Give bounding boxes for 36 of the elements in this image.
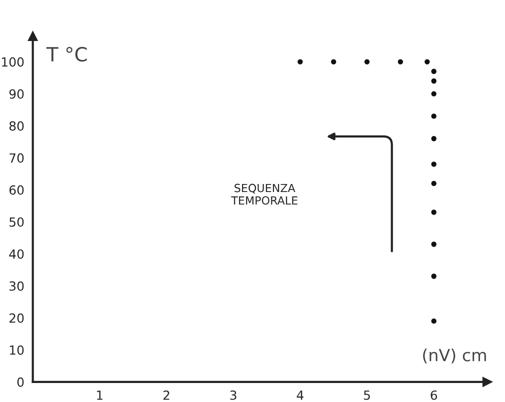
x-tick-label: 5 <box>364 390 370 400</box>
point <box>431 210 436 215</box>
point <box>398 59 404 64</box>
point <box>424 59 430 64</box>
point <box>431 136 436 142</box>
point <box>431 68 436 74</box>
y-tick-label: 80 <box>9 121 24 131</box>
y-tick-label: 20 <box>10 313 24 323</box>
x-tick-label: 2 <box>163 390 170 400</box>
point <box>431 78 436 84</box>
point <box>431 274 436 279</box>
x-tick-label: 4 <box>296 390 304 400</box>
y-tick-label: 60 <box>9 185 24 195</box>
point <box>431 114 436 119</box>
point <box>298 59 303 64</box>
x-tick-label: 3 <box>230 390 236 400</box>
point <box>331 59 336 64</box>
x-tick-label: 6 <box>430 390 438 400</box>
point <box>431 318 436 324</box>
y-tick-label: 40 <box>9 249 24 259</box>
y-axis-title: T °C <box>46 46 87 62</box>
point <box>431 162 436 167</box>
x-axis-title: (nV) cm <box>423 348 486 364</box>
y-tick-label: 90 <box>9 89 24 99</box>
x-tick-label: 1 <box>97 390 102 400</box>
y-tick-label: 50 <box>10 217 24 227</box>
point <box>431 91 436 96</box>
point <box>431 242 436 247</box>
y-tick-label: 30 <box>10 281 24 291</box>
y-tick-label: 0 <box>17 377 24 387</box>
y-tick-label: 100 <box>2 57 24 67</box>
y-tick-label: 10 <box>10 345 24 355</box>
annotation: SEQUENZA TEMPORALE <box>231 184 298 205</box>
y-tick-label: 70 <box>10 153 24 163</box>
point <box>431 180 436 186</box>
point <box>364 59 370 64</box>
